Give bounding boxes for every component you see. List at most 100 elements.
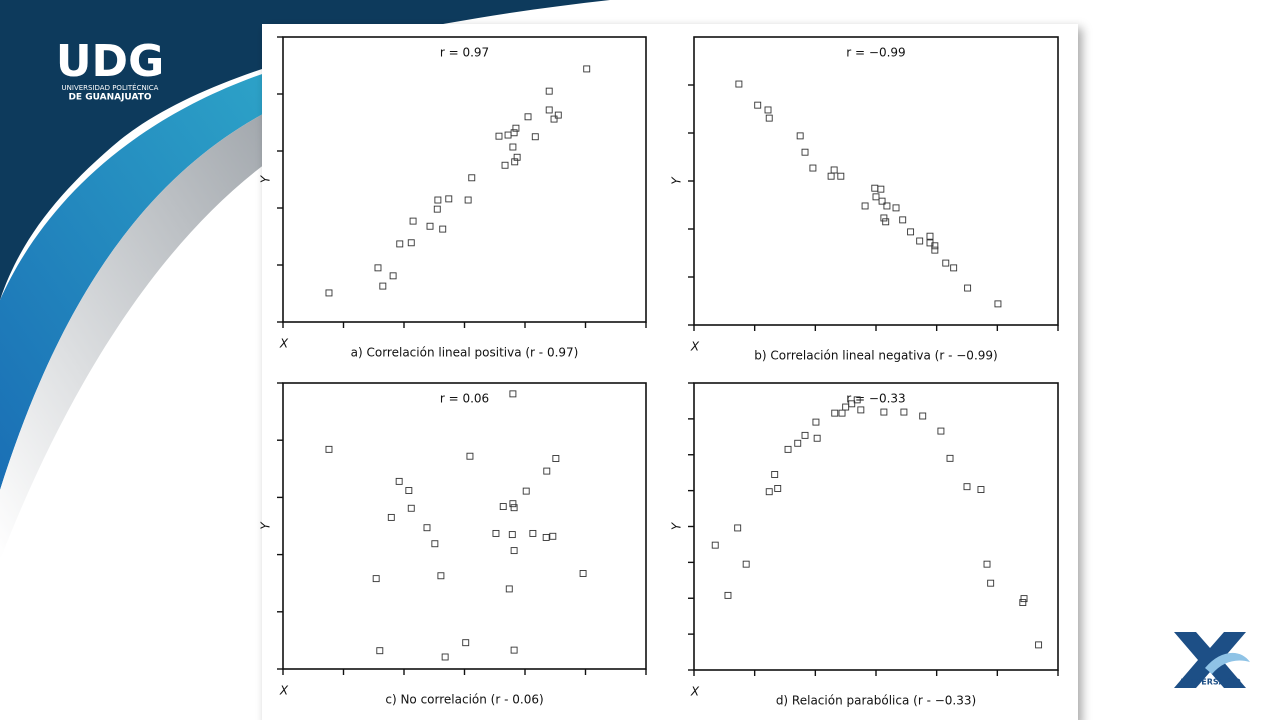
scatter-point — [907, 228, 915, 236]
scatter-point — [464, 196, 472, 204]
scatter-point — [1019, 599, 1027, 607]
x-axis-label: X — [279, 337, 289, 351]
scatter-point — [794, 439, 802, 447]
scatter-point — [505, 585, 513, 593]
scatter-point — [809, 164, 817, 172]
scatter-point — [468, 174, 476, 182]
scatter-point — [950, 264, 958, 272]
scatter-point — [994, 300, 1002, 308]
scatter-point — [431, 540, 439, 548]
scatter-point — [771, 471, 779, 478]
logo-line: UNIVERSIDAD POLITÉCNICA — [62, 83, 159, 92]
scatter-point — [931, 246, 939, 254]
chart-caption: a) Correlación lineal positiva (r - 0.97… — [351, 346, 579, 360]
scatter-point — [325, 289, 333, 297]
scatter-point — [963, 483, 971, 491]
scatter-point — [880, 214, 888, 222]
scatter-point — [510, 504, 518, 512]
scatter-point — [735, 80, 743, 88]
scatter-point — [919, 412, 927, 420]
scatter-point — [724, 591, 732, 599]
scatter-point — [987, 579, 995, 587]
scatter-point — [407, 504, 415, 512]
chart: r = 0.06 X Yc) No correlación (r - 0.06) — [259, 382, 647, 707]
logo-mark: UDG — [56, 36, 164, 87]
scatter-point — [522, 487, 530, 495]
scatter-point — [880, 408, 888, 416]
y-axis-label: Y — [259, 174, 273, 183]
scatter-point — [812, 418, 820, 426]
scatter-point — [545, 106, 553, 114]
scatter-point — [848, 400, 856, 408]
scatter-point — [529, 529, 537, 537]
scatter-point — [501, 161, 509, 169]
scatter-point — [509, 500, 517, 508]
y-axis-label: Y — [670, 176, 684, 185]
scatter-point — [872, 193, 880, 201]
scatter-point — [325, 445, 333, 453]
scatter-point — [900, 408, 908, 416]
scatter-point — [466, 452, 474, 460]
scatter-point — [977, 486, 985, 493]
scatter-point — [550, 115, 558, 123]
scatter-point — [395, 477, 403, 485]
scatter-point — [513, 153, 521, 161]
scatter-point — [433, 205, 441, 213]
scatter-point — [931, 242, 939, 250]
chart-title: r = −0.99 — [846, 46, 905, 60]
scatter-point — [813, 434, 821, 442]
logo: UDG UNIVERSIDAD POLITÉCNICA DE GUANAJUAT… — [56, 36, 164, 103]
scatter-point — [376, 647, 384, 655]
scatter-point — [542, 533, 550, 541]
scatter-point — [801, 148, 809, 156]
scatter-point — [396, 240, 404, 248]
scatter-point — [899, 216, 907, 224]
scatter-point — [405, 487, 413, 494]
chart-title: r = 0.06 — [440, 392, 489, 406]
scatter-point — [495, 132, 503, 140]
scatter-point — [853, 396, 861, 404]
scatter-point — [441, 653, 449, 661]
scatter-point — [711, 541, 719, 549]
scatter-point — [983, 560, 991, 568]
chart: r = −0.99 X Yb) Correlación lineal negativ… — [670, 36, 1059, 363]
scatter-point — [512, 124, 520, 132]
scatter-point — [510, 547, 518, 555]
scatter-point — [946, 454, 954, 462]
scatter-point — [1020, 595, 1028, 603]
scatter-point — [434, 196, 442, 204]
scatter-point — [509, 143, 517, 151]
scatter-point — [764, 106, 772, 114]
scatter-point — [801, 431, 809, 439]
scatter-point — [883, 202, 891, 210]
scatter-point — [492, 529, 500, 537]
scatter-point — [838, 409, 846, 417]
scatter-point — [437, 572, 445, 580]
y-axis-label: Y — [259, 521, 273, 530]
scatter-point — [878, 197, 886, 205]
scatter-point — [916, 237, 924, 245]
scatter-point — [742, 560, 750, 568]
badge: ANIVERSARIO — [1174, 632, 1250, 688]
scatter-point — [861, 202, 869, 210]
scatter-point — [543, 467, 551, 475]
scatter-point — [583, 65, 591, 73]
scatter-point — [765, 488, 773, 496]
scatter-point — [552, 455, 560, 462]
scatter-point — [734, 524, 742, 532]
scatter-point — [508, 531, 516, 539]
scatter-point — [937, 427, 945, 435]
scatter-point — [531, 133, 539, 141]
x-axis-label: X — [279, 684, 289, 698]
scatter-point — [926, 232, 934, 240]
scatter-point — [754, 101, 762, 109]
scatter-point — [892, 204, 900, 212]
scatter-point — [765, 114, 773, 122]
scatter-point — [387, 513, 395, 521]
chart-title: r = 0.97 — [440, 46, 489, 60]
scatter-point — [579, 570, 587, 577]
scatter-point — [379, 282, 387, 290]
scatter-point — [372, 575, 380, 583]
scatter-point — [857, 406, 865, 414]
